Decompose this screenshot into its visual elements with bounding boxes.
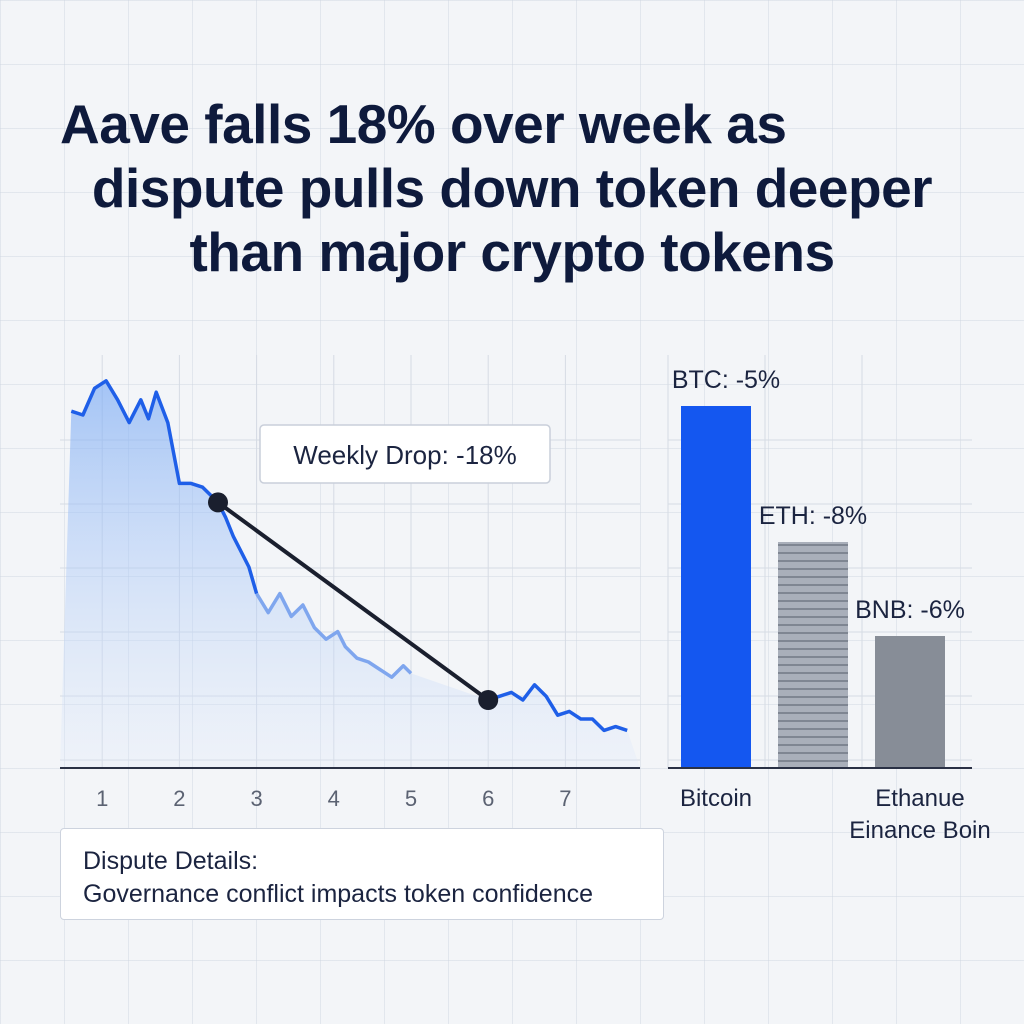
headline-line-2: dispute pulls down token deeper xyxy=(91,157,933,219)
weekly-drop-trend-line xyxy=(216,500,491,702)
x-tick-label: 5 xyxy=(405,786,417,811)
dispute-details-title: Dispute Details: xyxy=(83,847,259,875)
aave-price-line-faded xyxy=(255,591,413,679)
bar-data-label-btc: BTC: -5% xyxy=(672,366,780,394)
dispute-details-text: Governance conflict impacts token confid… xyxy=(83,880,593,908)
headline-line-1: Aave falls 18% over week as xyxy=(60,93,787,155)
weekly-drop-callout-box xyxy=(259,424,551,484)
bar-x-label-ethanue: Ethanue xyxy=(875,785,964,812)
dispute-details-box: Dispute Details: Governance conflict imp… xyxy=(60,828,664,920)
x-tick-label: 3 xyxy=(250,786,262,811)
x-tick-label: 7 xyxy=(559,786,571,811)
weekly-drop-label: Weekly Drop: -18% xyxy=(293,440,517,470)
bar-data-label-eth: ETH: -8% xyxy=(759,502,867,530)
aave-price-line xyxy=(70,379,259,595)
drop-end-marker xyxy=(478,690,499,710)
x-tick-label: 4 xyxy=(328,786,340,811)
x-tick-label: 1 xyxy=(96,786,108,811)
bar-x-label-einance-boin: Einance Boin xyxy=(849,817,990,844)
x-tick-label: 6 xyxy=(482,786,494,811)
bar-bnb xyxy=(875,636,945,768)
headline-line-3: than major crypto tokens xyxy=(189,221,835,283)
aave-area-fill xyxy=(60,380,640,768)
drop-start-marker xyxy=(208,492,228,513)
bar-x-label-bitcoin: Bitcoin xyxy=(680,785,752,812)
aave-price-line-recent xyxy=(487,683,628,733)
headline: Aave falls 18% over week as dispute pull… xyxy=(30,92,994,284)
x-tick-label: 2 xyxy=(173,786,185,811)
bar-btc xyxy=(681,406,751,768)
bar-eth xyxy=(778,542,848,768)
bar-data-label-bnb: BNB: -6% xyxy=(855,596,965,624)
